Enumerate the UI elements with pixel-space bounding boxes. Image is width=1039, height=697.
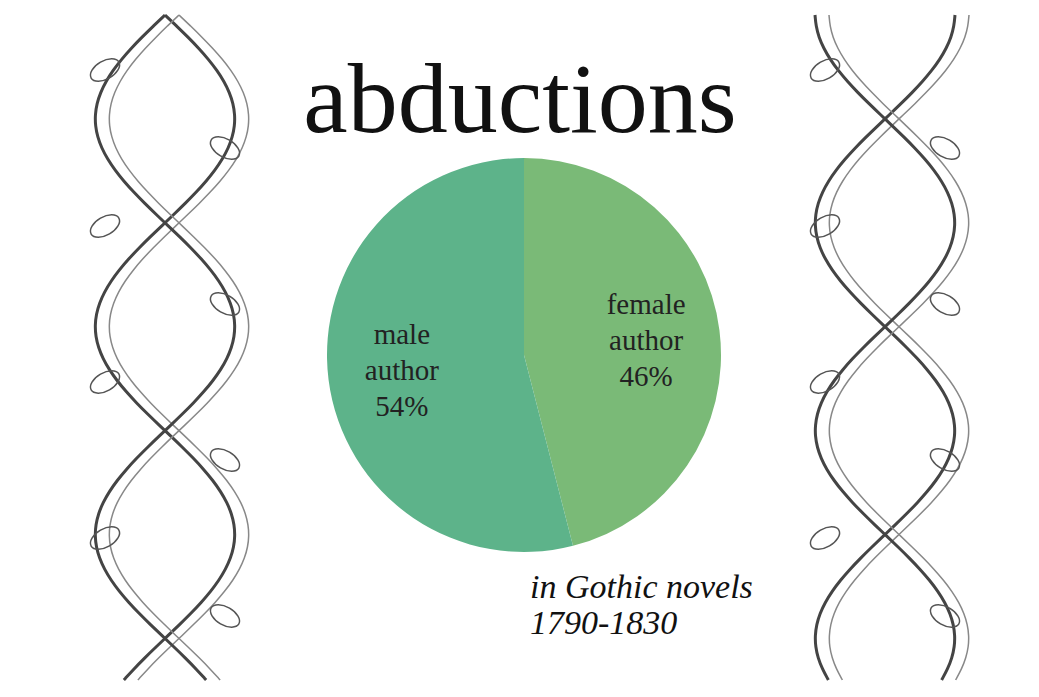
annotation: in Gothic novels <box>530 568 753 605</box>
ornament-strand <box>109 15 248 680</box>
ornament-leaf <box>927 132 964 164</box>
value-label: 54% <box>375 390 428 422</box>
annotation: 1790-1830 <box>530 604 677 641</box>
ornament-strand <box>109 15 248 680</box>
category-label-line: author <box>365 354 439 386</box>
ornament-leaf <box>927 288 964 320</box>
pie <box>327 158 721 552</box>
ornament-leaf <box>207 444 244 476</box>
ornament-strand <box>95 15 234 680</box>
ornament <box>87 15 249 680</box>
slice-labels: female author 46% male author 54% <box>365 288 686 423</box>
ornament-leaf <box>87 54 124 86</box>
ornament-strand <box>815 15 955 680</box>
ornament-leaf <box>807 54 844 86</box>
ornament <box>807 15 969 680</box>
ornament-leaf <box>207 132 244 164</box>
value-label: 46% <box>620 360 673 392</box>
ornament-strand <box>829 15 969 680</box>
category-label: male author <box>365 318 439 386</box>
category-label-line: female <box>607 288 686 320</box>
ornament-leaf <box>207 288 244 320</box>
ornament-leaf <box>87 210 124 242</box>
ornament-strand <box>815 15 955 680</box>
category-label-line: author <box>609 324 683 356</box>
ornament-leaf <box>807 210 844 242</box>
ornament-leaf <box>927 444 964 476</box>
chart-svg: abductions female author 46% male author 54% in… <box>0 0 1039 697</box>
ornament-leaf <box>87 522 124 554</box>
ornament-leaf <box>207 600 244 632</box>
pie-slice <box>327 158 573 552</box>
category-label-line: male <box>374 318 430 350</box>
ornament-leaf <box>807 522 844 554</box>
ornament-leaf <box>807 366 844 398</box>
chart-container: abductions female author 46% male author 54% in… <box>0 0 1039 697</box>
ornament-leaf <box>927 600 964 632</box>
ornament-leaf <box>87 366 124 398</box>
category-label: female author <box>607 288 686 356</box>
ornament-strand <box>829 15 969 680</box>
ornament-strand <box>95 15 234 680</box>
title: abductions <box>303 43 736 154</box>
